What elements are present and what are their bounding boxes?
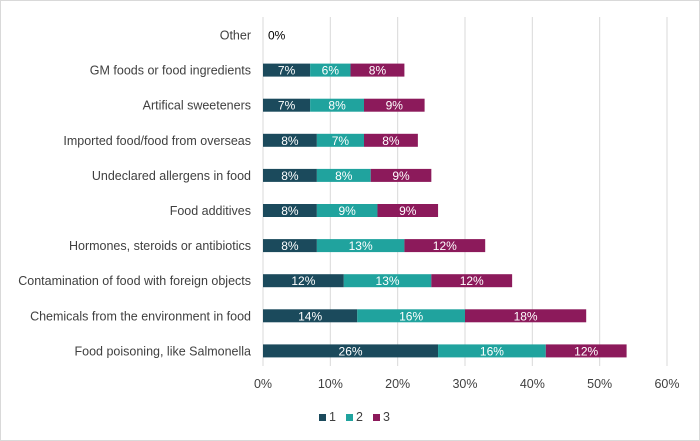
category-label: Food additives	[170, 204, 251, 218]
bar-segment-series-2	[316, 168, 371, 182]
data-label: 8%	[281, 169, 299, 183]
x-tick-label: 20%	[385, 377, 410, 391]
bar-segment-series-2	[310, 63, 351, 77]
bar-segment-series-1	[263, 98, 311, 112]
category-label: Artifical sweeteners	[143, 99, 251, 113]
bar-segment-series-1	[263, 309, 358, 323]
bar-segment-series-3	[545, 344, 627, 358]
data-label: 18%	[514, 309, 538, 323]
bar-segment-series-3	[364, 98, 425, 112]
bar-segment-series-3	[364, 133, 418, 147]
category-label: Other	[220, 29, 251, 43]
legend-label: 2	[356, 410, 363, 424]
x-tick-label: 60%	[654, 377, 679, 391]
data-label: 12%	[291, 274, 315, 288]
data-label: 7%	[278, 64, 296, 78]
data-label: 12%	[460, 274, 484, 288]
data-label: 13%	[349, 239, 373, 253]
data-label: 7%	[332, 134, 350, 148]
category-label: Imported food/food from overseas	[63, 134, 251, 148]
data-label: 8%	[281, 204, 299, 218]
data-label: 12%	[574, 344, 598, 358]
bar-segment-series-2	[343, 274, 432, 288]
bar-segment-series-2	[316, 204, 378, 217]
bar-segment-series-3	[431, 274, 513, 288]
x-tick-label: 10%	[318, 377, 343, 391]
data-label: 8%	[328, 99, 346, 113]
data-label: 9%	[399, 204, 417, 218]
data-label: 26%	[339, 344, 363, 358]
x-tick-label: 30%	[452, 377, 477, 391]
data-label: 14%	[298, 309, 322, 323]
data-label: 16%	[399, 309, 423, 323]
data-label: 6%	[322, 64, 340, 78]
data-label: 0%	[268, 29, 286, 43]
legend-swatch-series-3	[373, 414, 380, 421]
bar-segment-series-1	[263, 239, 317, 253]
x-tick-label: 50%	[587, 377, 612, 391]
legend-label: 1	[329, 410, 336, 424]
data-label: 8%	[281, 134, 299, 148]
bar-segment-series-3	[404, 239, 486, 253]
data-label: 12%	[433, 239, 457, 253]
data-label: 9%	[338, 204, 356, 218]
bar-segment-series-1	[263, 344, 439, 358]
bar-segment-series-3	[370, 168, 432, 182]
bar-segment-series-1	[263, 63, 311, 77]
category-label: Chemicals from the environment in food	[30, 309, 251, 323]
category-label: Hormones, steroids or antibiotics	[69, 239, 251, 253]
bar-segment-series-3	[465, 309, 587, 323]
x-tick-label: 40%	[520, 377, 545, 391]
data-label: 8%	[335, 169, 353, 183]
data-label: 8%	[281, 239, 299, 253]
data-label: 8%	[369, 64, 387, 78]
category-label: Food poisoning, like Salmonella	[75, 344, 252, 358]
bar-segment-series-2	[316, 133, 364, 147]
legend-swatch-series-1	[319, 414, 326, 421]
data-label: 7%	[278, 99, 296, 113]
bar-segment-series-3	[350, 63, 405, 77]
category-label: GM foods or food ingredients	[90, 64, 251, 78]
bar-segment-series-2	[316, 239, 405, 253]
bar-segment-series-3	[377, 204, 439, 217]
data-label: 16%	[480, 344, 504, 358]
data-label: 13%	[376, 274, 400, 288]
bar-segment-series-2	[310, 98, 364, 112]
category-label: Undeclared allergens in food	[92, 169, 251, 183]
bar-segment-series-1	[263, 274, 344, 288]
bar-segment-series-2	[438, 344, 546, 358]
legend-label: 3	[383, 410, 390, 424]
category-label: Contamination of food with foreign objec…	[18, 274, 251, 288]
bar-segment-series-1	[263, 133, 317, 147]
x-tick-label: 0%	[254, 377, 272, 391]
bar-segment-series-2	[357, 309, 465, 323]
bar-segment-series-1	[263, 168, 317, 182]
data-label: 9%	[392, 169, 410, 183]
bar-segment-series-1	[263, 204, 317, 217]
legend-swatch-series-2	[346, 414, 353, 421]
data-label: 8%	[382, 134, 400, 148]
data-label: 9%	[386, 99, 404, 113]
